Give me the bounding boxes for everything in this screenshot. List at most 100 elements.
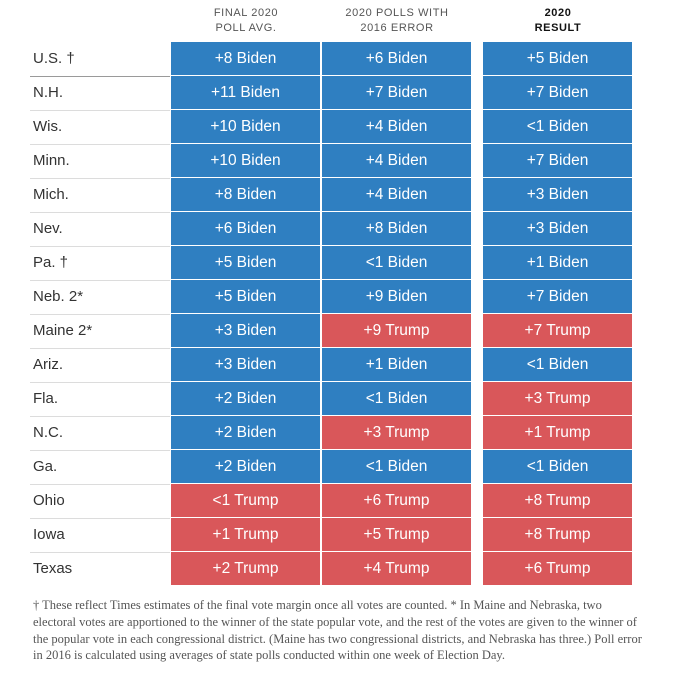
cell-2016-error: +6 Trump <box>322 484 471 517</box>
cell-result: +3 Trump <box>483 382 632 415</box>
cell-2016-error: +7 Biden <box>322 76 471 109</box>
row-divider <box>30 178 170 179</box>
cell-2016-error: <1 Biden <box>322 382 471 415</box>
row-divider <box>30 212 170 213</box>
cell-result: +3 Biden <box>483 178 632 211</box>
cell-result: +5 Biden <box>483 42 632 75</box>
cell-result: <1 Biden <box>483 348 632 381</box>
header-2016-error-line1: 2020 POLLS WITH <box>345 7 449 19</box>
cell-poll-avg: +6 Biden <box>171 212 320 245</box>
cell-2016-error: <1 Biden <box>322 246 471 279</box>
row-divider <box>30 110 170 111</box>
row-divider <box>30 76 170 77</box>
footnote: † These reflect Times estimates of the f… <box>33 598 642 663</box>
state-label: Nev. <box>33 220 63 237</box>
table-row: Iowa +1 Trump +5 Trump +8 Trump <box>0 518 686 552</box>
header-2016-error-line2: 2016 ERROR <box>360 22 434 34</box>
table-row: Mich. +8 Biden +4 Biden +3 Biden <box>0 178 686 212</box>
header-result-line2: RESULT <box>534 22 582 34</box>
cell-poll-avg: +1 Trump <box>171 518 320 551</box>
row-divider <box>30 416 170 417</box>
table-row: Fla. +2 Biden <1 Biden +3 Trump <box>0 382 686 416</box>
cell-result: <1 Biden <box>483 110 632 143</box>
state-label: Texas <box>33 560 73 577</box>
cell-result: +1 Biden <box>483 246 632 279</box>
row-divider <box>30 144 170 145</box>
row-divider <box>30 382 170 383</box>
cell-2016-error: +1 Biden <box>322 348 471 381</box>
state-label: Ariz. <box>33 356 63 373</box>
state-label: Iowa <box>33 526 65 543</box>
cell-result: +6 Trump <box>483 552 632 585</box>
row-divider <box>30 484 170 485</box>
cell-2016-error: +8 Biden <box>322 212 471 245</box>
cell-result: +8 Trump <box>483 518 632 551</box>
cell-poll-avg: +10 Biden <box>171 144 320 177</box>
state-label: N.H. <box>33 84 63 101</box>
cell-result: +7 Biden <box>483 144 632 177</box>
cell-result: +8 Trump <box>483 484 632 517</box>
cell-poll-avg: +2 Biden <box>171 382 320 415</box>
header-poll-avg-line2: POLL AVG. <box>215 22 277 34</box>
cell-result: +1 Trump <box>483 416 632 449</box>
state-label: Ga. <box>33 458 58 475</box>
cell-2016-error: +9 Biden <box>322 280 471 313</box>
table-row: Ga. +2 Biden <1 Biden <1 Biden <box>0 450 686 484</box>
row-divider <box>30 280 170 281</box>
state-label: Wis. <box>33 118 63 135</box>
cell-2016-error: +4 Trump <box>322 552 471 585</box>
cell-poll-avg: +2 Biden <box>171 416 320 449</box>
cell-result: <1 Biden <box>483 450 632 483</box>
cell-2016-error: +4 Biden <box>322 110 471 143</box>
cell-poll-avg: +5 Biden <box>171 280 320 313</box>
cell-poll-avg: +8 Biden <box>171 42 320 75</box>
table-row: N.H. +11 Biden +7 Biden +7 Biden <box>0 76 686 110</box>
header-2016-error: 2020 POLLS WITH 2016 ERROR <box>322 6 472 36</box>
state-label: Mich. <box>33 186 69 203</box>
table-row: Minn. +10 Biden +4 Biden +7 Biden <box>0 144 686 178</box>
cell-result: +7 Biden <box>483 280 632 313</box>
cell-poll-avg: +5 Biden <box>171 246 320 279</box>
state-label: Pa. † <box>33 254 69 271</box>
state-label: Fla. <box>33 390 59 407</box>
table-row: Maine 2* +3 Biden +9 Trump +7 Trump <box>0 314 686 348</box>
cell-poll-avg: +2 Trump <box>171 552 320 585</box>
cell-2016-error: +5 Trump <box>322 518 471 551</box>
cell-2016-error: +9 Trump <box>322 314 471 347</box>
state-label: Neb. 2* <box>33 288 84 305</box>
header-poll-avg: FINAL 2020 POLL AVG. <box>171 6 321 36</box>
cell-2016-error: +6 Biden <box>322 42 471 75</box>
table-row: Texas +2 Trump +4 Trump +6 Trump <box>0 552 686 586</box>
row-divider <box>30 246 170 247</box>
cell-poll-avg: +8 Biden <box>171 178 320 211</box>
table-row: Pa. † +5 Biden <1 Biden +1 Biden <box>0 246 686 280</box>
cell-2016-error: +4 Biden <box>322 178 471 211</box>
cell-poll-avg: +2 Biden <box>171 450 320 483</box>
state-label: N.C. <box>33 424 63 441</box>
header-result-line1: 2020 <box>544 7 572 19</box>
state-label: Minn. <box>33 152 70 169</box>
state-label: Ohio <box>33 492 65 509</box>
row-divider <box>30 348 170 349</box>
cell-2016-error: <1 Biden <box>322 450 471 483</box>
row-divider <box>30 450 170 451</box>
cell-poll-avg: +3 Biden <box>171 314 320 347</box>
row-divider <box>30 552 170 553</box>
header-poll-avg-line1: FINAL 2020 <box>213 7 279 19</box>
cell-poll-avg: <1 Trump <box>171 484 320 517</box>
table-row: U.S. † +8 Biden +6 Biden +5 Biden <box>0 42 686 76</box>
table-row: Wis. +10 Biden +4 Biden <1 Biden <box>0 110 686 144</box>
table-row: Nev. +6 Biden +8 Biden +3 Biden <box>0 212 686 246</box>
table-header: FINAL 2020 POLL AVG. 2020 POLLS WITH 201… <box>0 0 686 42</box>
cell-2016-error: +4 Biden <box>322 144 471 177</box>
table-row: Ohio <1 Trump +6 Trump +8 Trump <box>0 484 686 518</box>
row-divider <box>30 518 170 519</box>
table-row: Neb. 2* +5 Biden +9 Biden +7 Biden <box>0 280 686 314</box>
table-row: N.C. +2 Biden +3 Trump +1 Trump <box>0 416 686 450</box>
table-row: Ariz. +3 Biden +1 Biden <1 Biden <box>0 348 686 382</box>
cell-poll-avg: +3 Biden <box>171 348 320 381</box>
cell-result: +3 Biden <box>483 212 632 245</box>
cell-result: +7 Biden <box>483 76 632 109</box>
state-label: Maine 2* <box>33 322 93 339</box>
row-divider <box>30 314 170 315</box>
